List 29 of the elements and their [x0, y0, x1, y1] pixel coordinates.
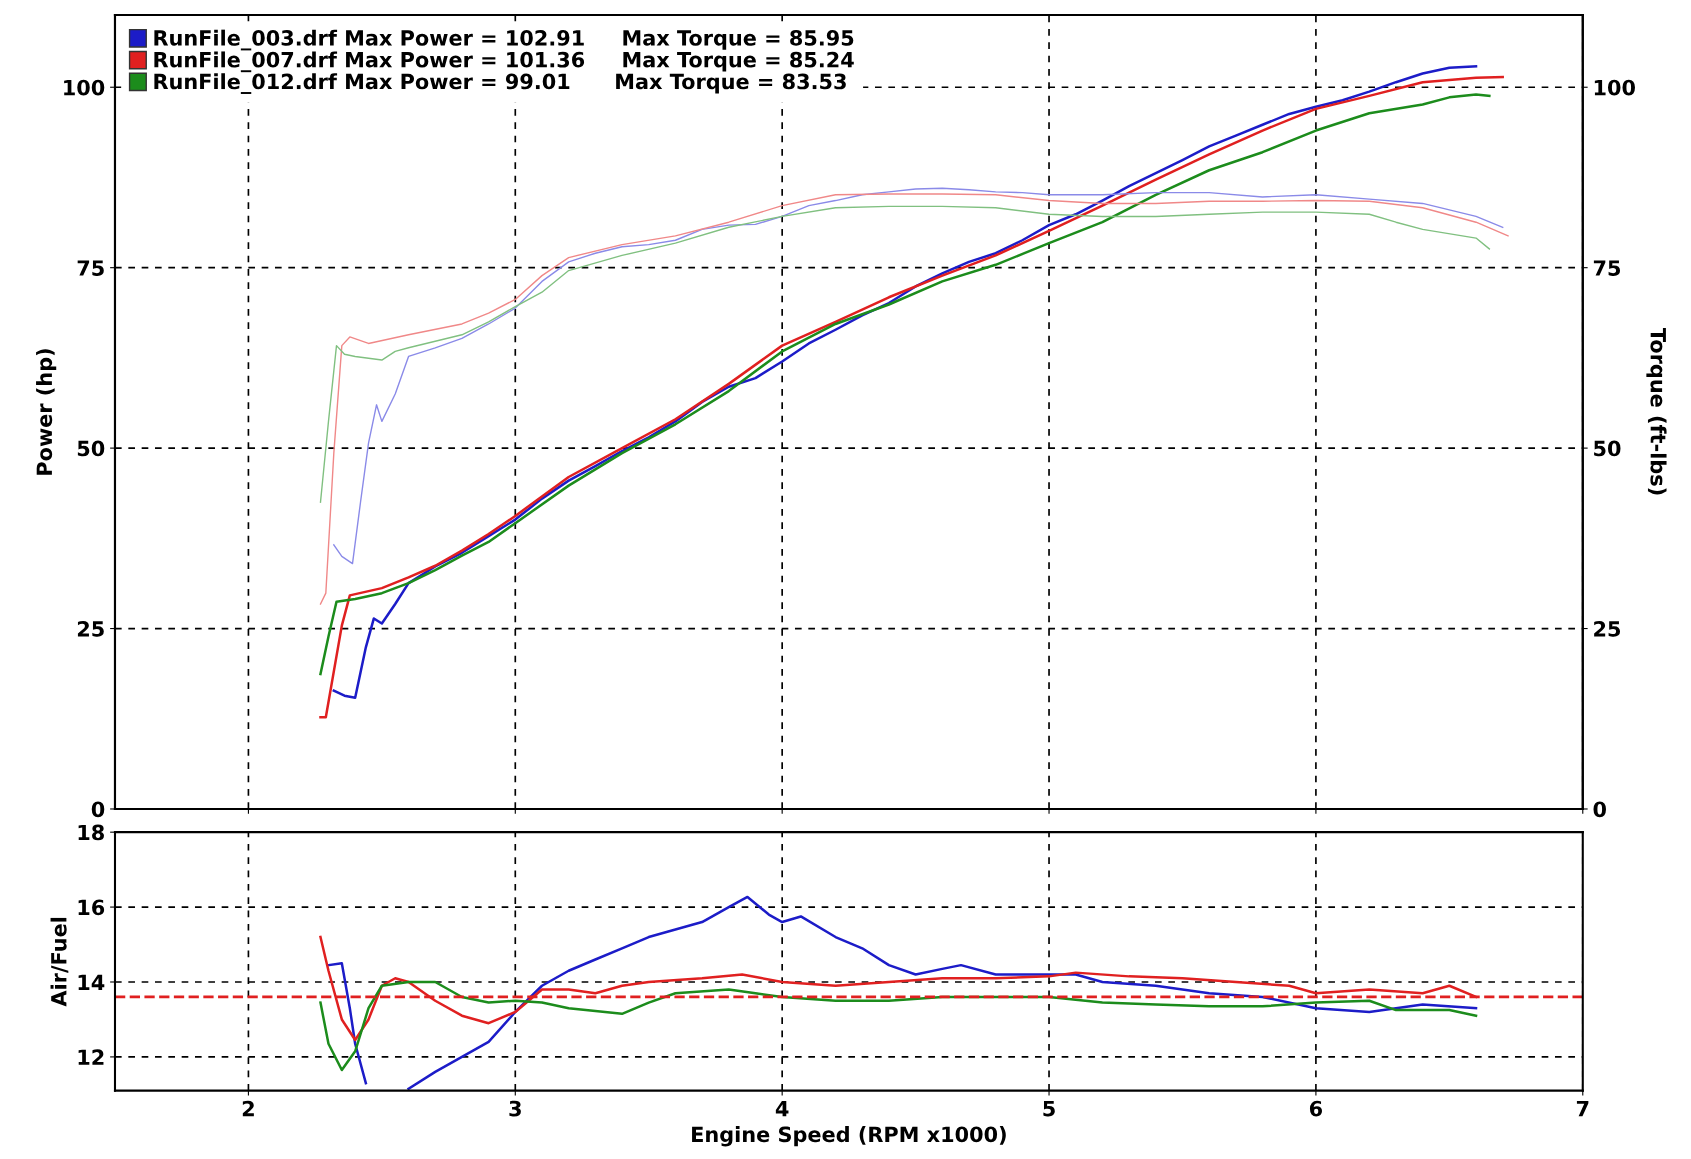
x-tick-label: 2: [242, 1100, 254, 1117]
y-tick-label: 16: [78, 899, 105, 916]
y-axis-title: Air/Fuel: [50, 917, 69, 1007]
y2-tick-label: 0: [1593, 801, 1606, 818]
y2-axis-title: Torque (ft-lbs): [1646, 327, 1667, 495]
y-tick-label: 50: [77, 440, 105, 457]
y-tick-label: 12: [78, 1049, 104, 1065]
x-tick-label: 4: [775, 1100, 789, 1117]
y-tick-label: 100: [64, 79, 105, 96]
y2-tick-label: 75: [1593, 260, 1621, 276]
y-tick-label: 14: [78, 974, 105, 990]
line-series: [319, 980, 1478, 1072]
y-axis-title: Power (hp): [36, 349, 57, 475]
y-tick-label: 25: [77, 621, 104, 637]
x-axis-title: Engine Speed (RPM x1000): [692, 1126, 1006, 1147]
x-tick-label: 5: [1043, 1100, 1055, 1117]
legend-label: RunFile_003.drf Max Power = 102.91 Max Torque = 85.95: [154, 29, 854, 51]
x-tick-label: 6: [1309, 1100, 1323, 1117]
x-tick-label: 7: [1576, 1100, 1589, 1117]
y2-tick-label: 50: [1594, 440, 1621, 457]
legend-label: RunFile_007.drf Max Power = 101.36 Max Torque = 85.24: [154, 51, 854, 73]
y2-tick-label: 25: [1594, 621, 1621, 637]
y-tick-label: 75: [77, 260, 104, 276]
line-series: [319, 205, 1491, 503]
legend-label: RunFile_012.drf Max Power = 99.01 Max Torque = 83.53: [154, 73, 846, 94]
x-tick-label: 3: [509, 1100, 521, 1117]
y2-tick-label: 100: [1594, 79, 1635, 96]
y-tick-label: 0: [91, 801, 105, 818]
y-tick-label: 18: [78, 824, 104, 841]
